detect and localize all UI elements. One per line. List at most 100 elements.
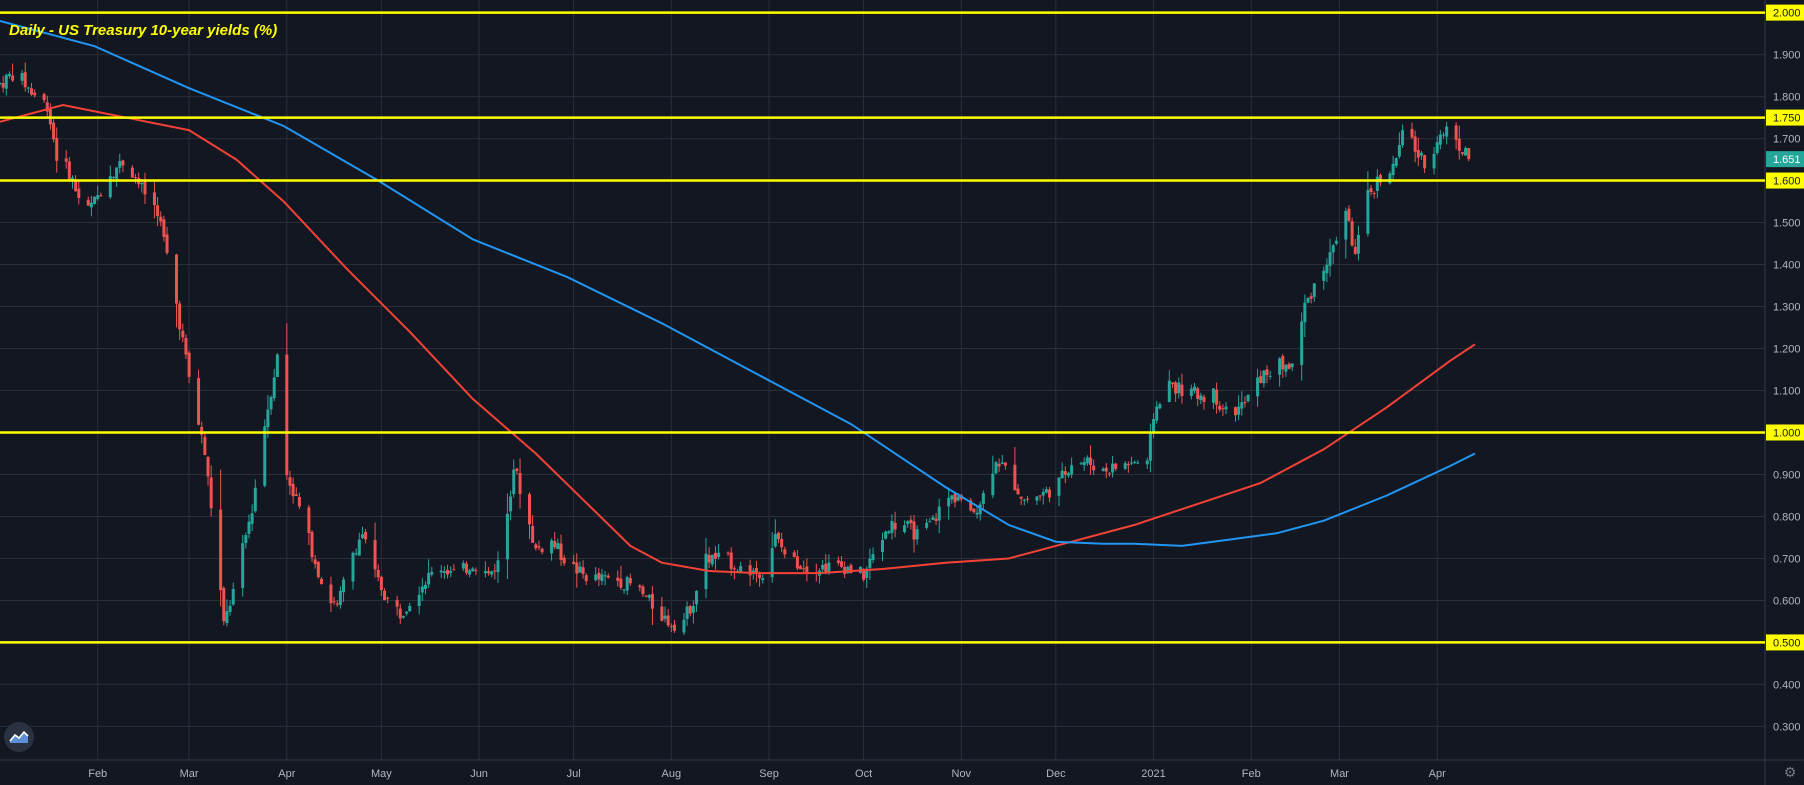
candle-body bbox=[978, 504, 982, 515]
candle-body bbox=[165, 234, 169, 253]
candle-body bbox=[329, 584, 333, 604]
candle-body bbox=[824, 563, 828, 573]
candle-body bbox=[691, 606, 695, 613]
candle-body bbox=[821, 564, 825, 570]
candle-body bbox=[1133, 461, 1137, 463]
candle-body bbox=[1092, 465, 1096, 471]
candle-body bbox=[96, 195, 100, 200]
candle-body bbox=[405, 611, 409, 614]
candle-body bbox=[423, 584, 427, 589]
candle-body bbox=[890, 520, 894, 533]
candle-body bbox=[152, 192, 156, 206]
candle-body bbox=[4, 74, 8, 89]
candle-body bbox=[1003, 462, 1007, 466]
candle-body bbox=[1155, 406, 1159, 421]
candle-body bbox=[638, 585, 642, 588]
candle-body bbox=[836, 560, 840, 563]
price-tick-label: 1.900 bbox=[1773, 50, 1801, 62]
candle-body bbox=[862, 568, 866, 580]
price-tick-label: 1.000 bbox=[1773, 427, 1801, 439]
candle-body bbox=[200, 426, 204, 435]
candle-body bbox=[906, 521, 910, 525]
candle-body bbox=[285, 354, 289, 476]
candle-body bbox=[748, 565, 752, 576]
candle-body bbox=[1079, 463, 1083, 465]
candle-body bbox=[121, 160, 125, 166]
candle-body bbox=[1262, 370, 1266, 384]
candle-body bbox=[118, 161, 122, 168]
tradingview-logo-icon[interactable] bbox=[4, 722, 34, 752]
candle-body bbox=[947, 497, 951, 507]
candle-body bbox=[893, 522, 897, 530]
price-tick-label: 2.000 bbox=[1773, 8, 1801, 20]
candle-body bbox=[383, 590, 387, 601]
candle-body bbox=[115, 167, 119, 179]
candle-body bbox=[1464, 147, 1468, 156]
candle-body bbox=[528, 494, 531, 525]
candle-body bbox=[1057, 477, 1061, 496]
time-tick-label: May bbox=[371, 768, 392, 780]
candle-body bbox=[222, 587, 226, 622]
level-label-badge bbox=[1766, 172, 1804, 189]
candle-body bbox=[849, 565, 853, 573]
candle-body bbox=[695, 590, 699, 605]
candle-body bbox=[729, 552, 733, 569]
candle-body bbox=[203, 436, 207, 455]
candle-body bbox=[915, 529, 919, 540]
candle-body bbox=[1170, 382, 1174, 384]
candle-body bbox=[991, 473, 995, 496]
candle-body bbox=[197, 378, 201, 425]
candle-body bbox=[909, 519, 913, 524]
candle-body bbox=[925, 522, 929, 528]
candle-body bbox=[783, 549, 787, 555]
candle-body bbox=[23, 72, 27, 88]
candle-body bbox=[1048, 489, 1052, 498]
candle-body bbox=[1375, 176, 1379, 191]
candle-body bbox=[395, 599, 399, 607]
time-tick-label: Apr bbox=[278, 768, 295, 780]
candle-body bbox=[622, 589, 626, 591]
candle-body bbox=[1174, 382, 1178, 394]
candle-body bbox=[1265, 369, 1269, 376]
price-tick-label: 0.500 bbox=[1773, 637, 1801, 649]
price-tick-label: 1.750 bbox=[1773, 113, 1801, 125]
candle-body bbox=[89, 202, 93, 208]
candle-body bbox=[1378, 175, 1382, 183]
candle-body bbox=[603, 575, 607, 577]
candle-body bbox=[1240, 402, 1244, 409]
candle-body bbox=[1167, 380, 1171, 402]
candle-body bbox=[1256, 377, 1260, 397]
candle-body bbox=[865, 568, 869, 579]
candle-body bbox=[351, 552, 355, 582]
candle-body bbox=[672, 624, 676, 631]
candle-body bbox=[1111, 463, 1115, 473]
candle-body bbox=[1215, 389, 1219, 405]
gear-icon[interactable]: ⚙ bbox=[1783, 765, 1797, 781]
candle-body bbox=[1022, 499, 1026, 501]
candle-body bbox=[162, 219, 166, 237]
candle-body bbox=[518, 472, 522, 495]
moving-average-red bbox=[0, 103, 1476, 575]
level-label-badge bbox=[1766, 634, 1804, 651]
candle-body bbox=[537, 546, 541, 548]
candle-body bbox=[531, 526, 535, 543]
candle-body bbox=[1246, 394, 1250, 402]
candle-body bbox=[1066, 473, 1070, 476]
candle-body bbox=[840, 561, 844, 567]
candle-body bbox=[272, 377, 276, 399]
candle-body bbox=[584, 575, 588, 582]
candle-body bbox=[1438, 134, 1442, 145]
candle-body bbox=[1435, 142, 1439, 154]
candle-body bbox=[1234, 407, 1237, 416]
time-tick-label: Oct bbox=[855, 768, 872, 780]
candle-body bbox=[509, 496, 513, 512]
price-tick-label: 0.900 bbox=[1773, 469, 1801, 481]
time-tick-label: Jun bbox=[470, 768, 488, 780]
candle-body bbox=[417, 594, 421, 607]
candle-body bbox=[335, 603, 339, 605]
candle-body bbox=[606, 575, 610, 578]
candle-body bbox=[1287, 363, 1291, 369]
price-tick-label: 0.800 bbox=[1773, 511, 1801, 523]
